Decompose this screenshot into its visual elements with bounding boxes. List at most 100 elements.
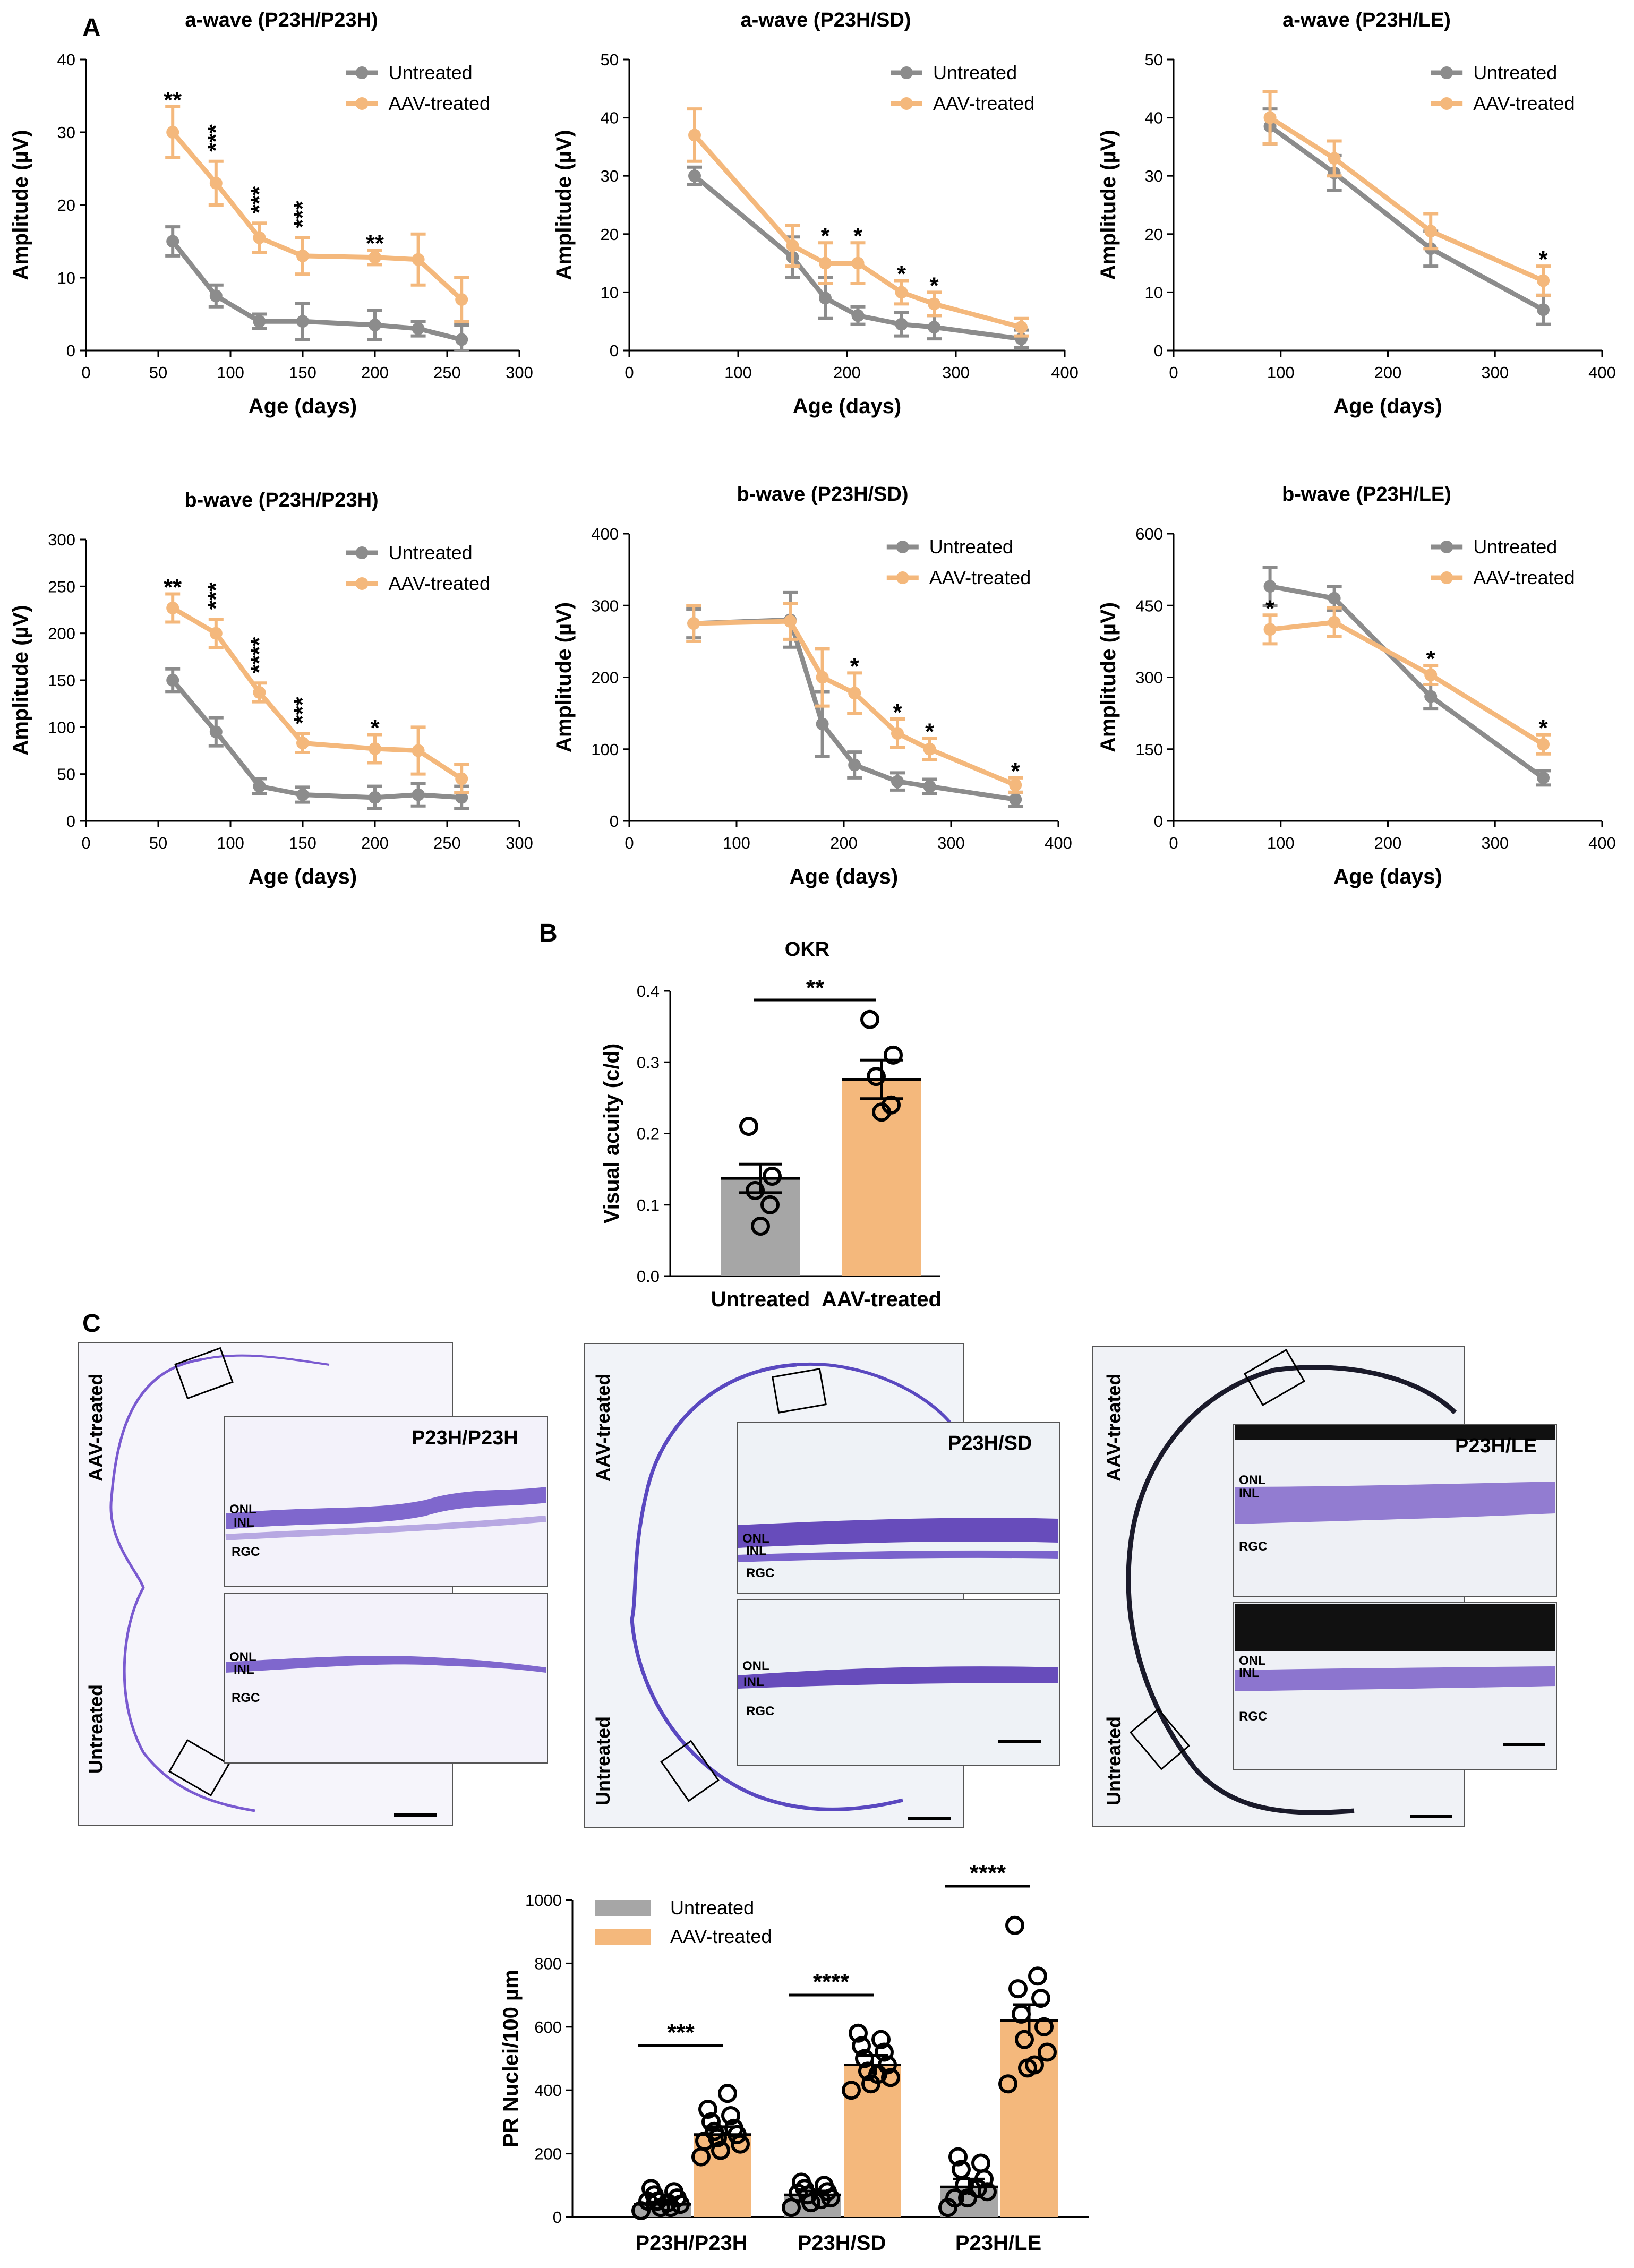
inset-untreated	[224, 1593, 548, 1764]
x-axis-label: Age (days)	[249, 865, 357, 888]
legend-label-untreated: Untreated	[389, 62, 473, 83]
x-axis-label: Age (days)	[1333, 865, 1442, 888]
x-tick-label: 400	[1045, 834, 1072, 852]
panel-label-b: B	[539, 919, 558, 947]
significance-label: **	[806, 975, 825, 1001]
data-point	[296, 737, 309, 750]
x-tick-label: 100	[217, 363, 244, 382]
significance-label: *	[1426, 646, 1436, 672]
micrographs: AAV-treated Untreated P23H/P23H ONL INL …	[78, 1342, 1557, 1828]
x-tick-label: 300	[937, 834, 965, 852]
category-label: Untreated	[711, 1288, 810, 1311]
significance-label: ***	[203, 582, 229, 610]
panel-label-c: C	[82, 1310, 101, 1338]
roi-box-bottom	[1129, 1708, 1191, 1770]
legend-label-untreated: Untreated	[1473, 62, 1557, 83]
x-axis-label: Age (days)	[790, 865, 899, 888]
x-tick-label: 200	[361, 363, 389, 382]
retina-section	[1126, 1367, 1355, 1815]
data-point	[1263, 111, 1277, 124]
data-point	[1025, 2055, 1044, 2075]
significance-label: *	[893, 699, 902, 725]
onl-layer	[738, 1518, 1058, 1548]
bar-treated	[842, 1079, 921, 1276]
data-point	[923, 742, 936, 756]
data-point	[369, 742, 381, 755]
onl-layer	[1235, 1482, 1555, 1524]
onl-layer	[738, 1666, 1058, 1689]
data-point	[721, 2106, 740, 2125]
legend-marker-treated	[900, 97, 913, 110]
data-point	[1424, 225, 1438, 238]
x-tick-label: 0	[81, 363, 90, 382]
data-point	[858, 2061, 877, 2081]
data-point	[1328, 615, 1341, 629]
y-axis-label: Visual acuity (c/d)	[600, 1043, 623, 1223]
legend-label-untreated: Untreated	[933, 62, 1017, 83]
data-point	[209, 725, 223, 739]
data-point	[412, 253, 425, 266]
data-point	[705, 2121, 724, 2141]
significance-label: **	[164, 87, 182, 113]
y-axis-label: Amplitude (µV)	[9, 130, 32, 280]
significance-label: ****	[970, 1860, 1006, 1886]
legend-label-untreated: Untreated	[1473, 536, 1557, 558]
side-label-treated: AAV-treated	[1103, 1374, 1125, 1482]
y-tick-label: 1000	[525, 1891, 562, 1910]
significance-label: *	[1538, 715, 1548, 741]
x-tick-label: 200	[361, 834, 389, 852]
significance-label: *	[1538, 246, 1548, 272]
y-axis-label: Amplitude (µV)	[1097, 130, 1120, 280]
x-tick-label: 150	[289, 834, 316, 852]
x-tick-label: 300	[1481, 834, 1509, 852]
inset-treated	[737, 1422, 1060, 1594]
data-point	[816, 671, 829, 684]
chart-title: b-wave (P23H/SD)	[737, 483, 908, 506]
data-point	[1034, 2017, 1054, 2036]
data-point	[718, 2084, 737, 2103]
data-point	[166, 674, 179, 687]
legend-marker-untreated	[896, 541, 909, 553]
series-line-treated	[1270, 620, 1545, 747]
data-point	[369, 791, 381, 804]
roi-box-top	[174, 1347, 234, 1400]
legend-marker-untreated	[355, 66, 369, 79]
data-point	[209, 176, 223, 190]
y-tick-label: 0.3	[637, 1053, 660, 1072]
data-point	[1537, 303, 1550, 316]
data-point	[855, 2049, 874, 2068]
x-tick-label: 250	[433, 834, 461, 852]
bar-treated	[844, 2065, 901, 2217]
data-point	[760, 1195, 780, 1214]
y-tick-label: 300	[1135, 669, 1163, 687]
legend-label-treated: AAV-treated	[933, 92, 1034, 114]
y-axis-label: PR Nuclei/100 µm	[499, 1970, 523, 2147]
data-point	[875, 2042, 894, 2062]
y-tick-label: 200	[48, 624, 75, 643]
data-point	[698, 2100, 717, 2119]
rgc-label: RGC	[232, 1545, 260, 1559]
bar-treated	[1000, 2020, 1058, 2217]
y-tick-label: 50	[57, 765, 75, 784]
data-point	[687, 617, 700, 630]
data-point	[739, 1117, 758, 1136]
significance-label: ***	[289, 200, 315, 228]
micrograph-p23h-p23h: AAV-treated Untreated P23H/P23H ONL INL …	[78, 1342, 548, 1826]
data-point	[688, 129, 701, 142]
significance-label: *	[853, 223, 863, 249]
rgc-label: RGC	[232, 1691, 260, 1705]
data-point	[296, 315, 309, 328]
data-point	[928, 321, 940, 334]
inl-label: INL	[1239, 1666, 1260, 1680]
chart-b2: b-wave (P23H/SD) 0 100 200 300 400 0 100 200 300 4…	[552, 483, 1072, 888]
y-tick-label: 0	[1154, 341, 1163, 360]
data-point	[1263, 623, 1277, 636]
legend-label-treated: AAV-treated	[1473, 567, 1575, 588]
y-tick-label: 800	[534, 1954, 562, 1973]
onl-label: ONL	[742, 1659, 769, 1673]
legend-label-untreated: Untreated	[670, 1897, 754, 1919]
legend-label-treated: AAV-treated	[389, 92, 490, 114]
data-point	[658, 2193, 677, 2213]
data-point	[928, 297, 940, 311]
significance-label: *	[820, 223, 830, 249]
